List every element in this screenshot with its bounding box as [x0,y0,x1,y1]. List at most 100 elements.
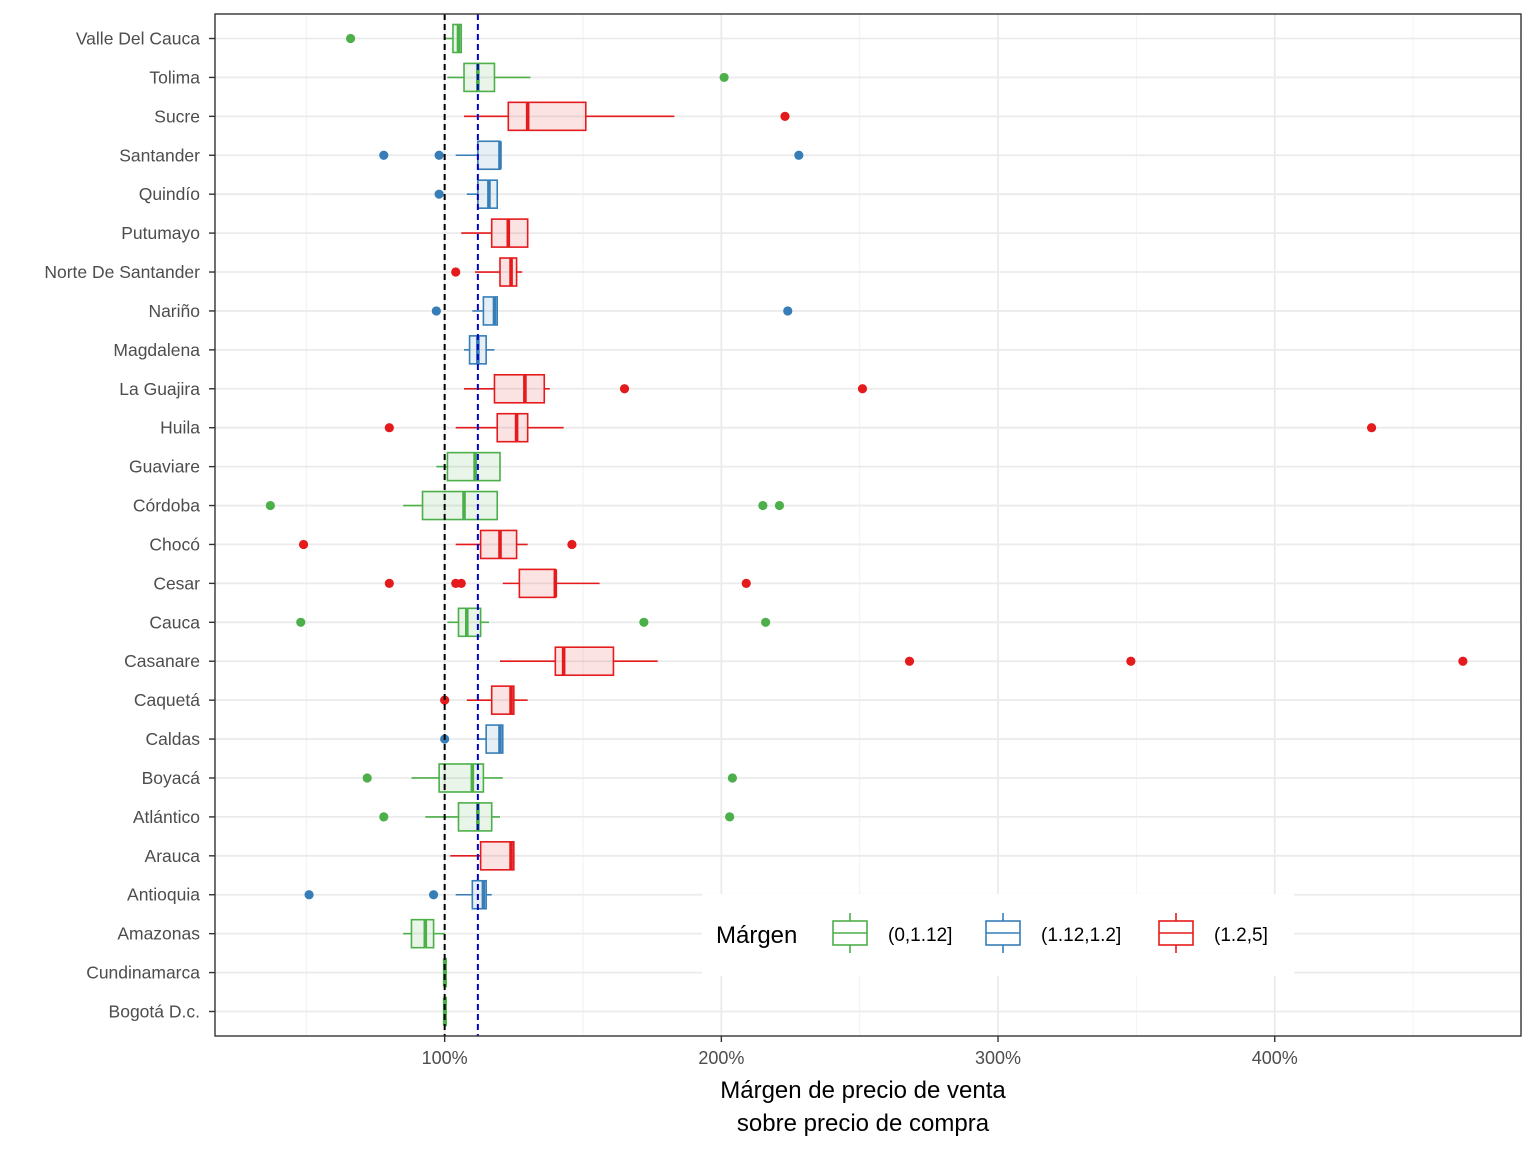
outlier-point [345,33,356,44]
outlier-point [719,72,729,83]
box-iqr [477,140,501,171]
box-group [265,490,785,521]
box-iqr [496,412,529,443]
y-tick-label: Caldas [146,729,201,749]
y-tick-label: Nariño [148,301,200,321]
legend-label-low: (0,1.12] [888,925,952,946]
box-group [440,685,528,715]
outlier-point [384,423,394,433]
outlier-point [1126,656,1136,666]
outlier-point [780,111,790,121]
y-tick-label: La Guajira [119,379,200,399]
box-iqr [438,763,485,793]
y-tick-label: Córdoba [133,496,200,516]
legend-key-high: (1.2,5] [1158,913,1268,953]
outlier-point [904,656,915,666]
box-group [296,607,771,638]
y-tick-label: Boyacá [142,768,201,788]
outlier-point [741,578,751,588]
box-iqr [518,568,557,599]
box-group [362,763,738,793]
outlier-point [298,539,309,550]
outlier-point [758,500,768,511]
outlier-point [434,150,444,160]
box-iqr [507,101,587,132]
boxplot-series [265,23,1468,1027]
box-group [436,451,501,482]
x-tick-label: 100% [422,1048,468,1068]
box-iqr [457,802,493,832]
outlier-point [783,306,793,316]
outlier-point [857,384,868,394]
y-tick-label: Huila [160,418,200,438]
outlier-point [727,773,738,783]
y-tick-label: Magdalena [113,340,200,360]
y-tick-label: Amazonas [117,924,200,944]
outlier-point [428,890,439,900]
box-group [464,101,790,132]
y-axis: Valle Del Cauca Tolima Sucre Santander Quind… [44,29,215,1022]
x-axis-title-line-2: sobre precio de compra [737,1110,990,1137]
box-group [442,957,447,988]
y-tick-label: Quindío [139,184,200,204]
box-iqr [421,490,499,521]
outlier-point [265,500,275,511]
y-tick-label: Norte De Santander [44,262,200,282]
outlier-point [639,617,649,627]
legend-key-mid: (1.12,1.2] [985,913,1121,953]
outlier-point [362,773,372,783]
x-tick-label: 300% [975,1048,1021,1068]
outlier-point [379,150,389,160]
box-iqr [493,373,546,404]
y-tick-label: Tolima [149,67,200,87]
legend-key-low: (0,1.12] [832,913,952,953]
y-tick-label: Sucre [154,106,200,126]
box-group [461,218,529,248]
box-group [451,257,523,287]
box-group [379,802,735,832]
outlier-point [794,150,804,160]
outlier-point [456,578,466,588]
y-tick-label: Cundinamarca [86,963,200,983]
legend-label-mid: (1.12,1.2] [1041,925,1121,946]
y-tick-label: Santander [119,145,200,165]
outlier-point [1458,656,1468,666]
outlier-point [384,578,394,588]
y-tick-label: Valle Del Cauca [76,29,200,49]
outlier-point [619,384,630,394]
y-tick-label: Cauca [149,612,200,632]
plot-panel-border [214,13,1522,1037]
box-group [431,296,793,326]
y-tick-label: Putumayo [121,223,200,243]
outlier-point [761,617,771,627]
y-tick-label: Antioquia [127,885,200,905]
box-group [403,918,445,949]
y-tick-label: Atlántico [133,807,200,827]
box-iqr [457,607,482,638]
x-axis: 100% 200% 300% 400% [422,1036,1298,1068]
box-group [345,23,463,54]
outlier-point [567,539,577,550]
box-group [304,879,492,910]
y-tick-label: Bogotá D.c. [109,1002,200,1022]
x-axis-title-line-1: Márgen de precio de venta [720,1077,1006,1104]
y-tick-label: Casanare [124,651,200,671]
box-group [384,568,751,599]
box-group [464,373,868,404]
y-tick-label: Guaviare [129,457,200,477]
box-iqr [479,841,515,871]
box-group [450,841,515,871]
x-tick-label: 200% [698,1048,744,1068]
box-iqr [499,257,518,287]
outlier-point [774,500,785,511]
outlier-point [434,189,444,199]
box-group [499,646,1468,677]
y-tick-label: Cesar [153,573,200,593]
outlier-point [451,267,461,277]
legend-title: Márgen [716,922,797,949]
outlier-point [431,306,441,316]
y-tick-label: Chocó [149,534,200,554]
y-tick-label: Caquetá [134,690,200,710]
